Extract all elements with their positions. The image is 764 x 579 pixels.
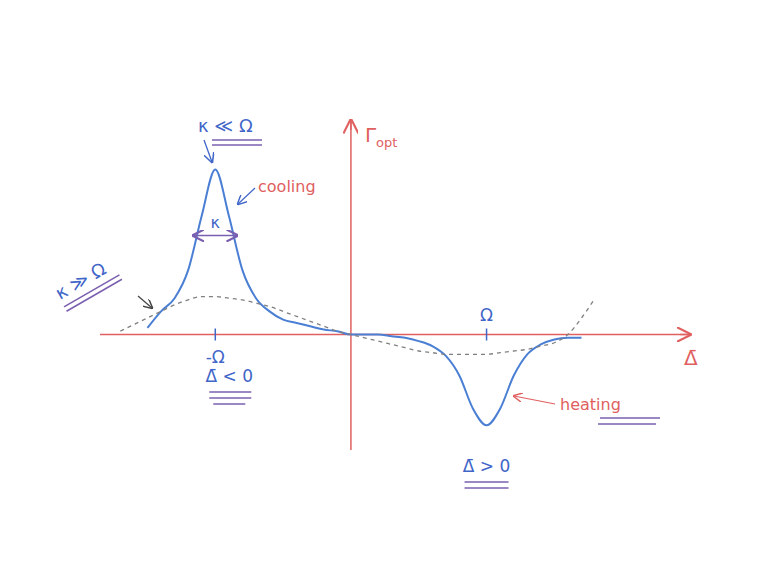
svg-text:Γopt: Γopt	[365, 123, 397, 150]
svg-text:Ω: Ω	[480, 305, 493, 325]
svg-text:cooling: cooling	[258, 177, 316, 196]
svg-text:κ ≫ Ω: κ ≫ Ω	[52, 258, 110, 304]
svg-text:κ: κ	[211, 213, 221, 232]
svg-text:Δ̄ < 0: Δ̄ < 0	[206, 366, 254, 386]
svg-text:κ ≪ Ω: κ ≪ Ω	[198, 115, 253, 136]
svg-text:Δ̄: Δ̄	[684, 346, 698, 370]
svg-text:Δ̄ > 0: Δ̄ > 0	[463, 456, 511, 476]
svg-text:-Ω: -Ω	[206, 347, 225, 367]
svg-text:heating: heating	[560, 395, 621, 414]
